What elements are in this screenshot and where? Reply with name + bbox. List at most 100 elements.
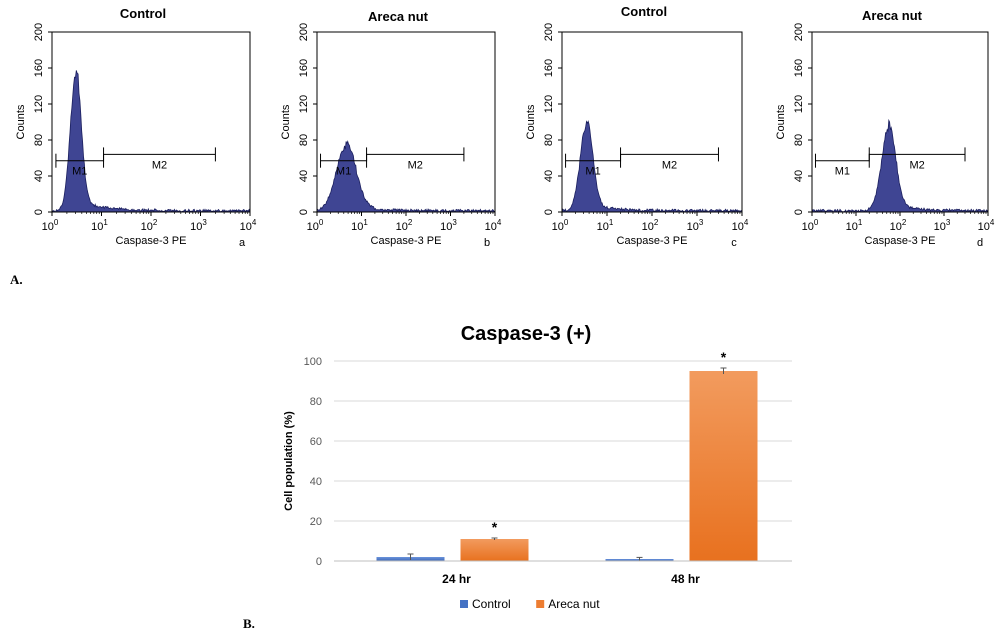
legend-swatch [536, 600, 545, 608]
legend-label: Control [472, 597, 511, 611]
gate-label: M1 [585, 166, 600, 178]
x-tick-label: 104 [978, 218, 995, 233]
legend-label: Areca nut [548, 597, 600, 611]
y-tick-label: 0 [33, 209, 45, 215]
y-tick-label: 160 [33, 59, 45, 77]
y-tick-label: 80 [793, 134, 805, 146]
y-axis-label: Counts [280, 104, 292, 139]
x-tick-label: 101 [597, 218, 614, 233]
gate-label: M2 [909, 159, 924, 171]
y-tick-label: 60 [310, 436, 322, 448]
y-axis-label: Counts [525, 104, 537, 139]
histogram-panel-d: Areca nut 0 40 80 120 160 200 Counts 100 101 102 10… [775, 8, 995, 249]
bar-areca-nut-24hr [460, 539, 529, 561]
histogram-fill [316, 140, 496, 213]
y-tick-label: 40 [543, 170, 555, 182]
gate-marker-m1: M1 [320, 153, 368, 178]
y-tick-label: 100 [304, 356, 322, 368]
x-tick-label: 104 [732, 218, 749, 233]
panel-letter: c [731, 237, 737, 249]
x-tick-label: 102 [890, 218, 907, 233]
gate-marker-m2: M2 [868, 147, 966, 171]
histogram-fill [561, 120, 743, 213]
y-tick-label: 200 [543, 23, 555, 41]
gate-label: M1 [835, 166, 850, 178]
gate-marker-m2: M2 [103, 147, 216, 171]
y-tick-label: 160 [543, 59, 555, 77]
gate-label: M2 [662, 159, 677, 171]
x-axis-label: Caspase-3 PE [865, 235, 936, 247]
gate-marker-m2: M2 [620, 147, 719, 171]
x-tick-label: 102 [642, 218, 659, 233]
y-tick-label: 160 [793, 59, 805, 77]
histogram-panel-c: Control 0 40 80 120 160 200 Counts 100 101 102 103 1… [525, 4, 749, 249]
bar-areca-nut-48hr [689, 371, 758, 561]
x-axis-label: Caspase-3 PE [116, 235, 187, 247]
histogram-panel-b: Areca nut 0 40 80 120 160 200 Counts 100 101 102 10… [280, 9, 502, 249]
gate-label: M2 [152, 159, 167, 171]
significance-marker: * [721, 349, 727, 365]
y-tick-label: 120 [793, 95, 805, 113]
y-axis-label: Counts [775, 104, 787, 139]
gate-label: M2 [408, 159, 423, 171]
x-tick-label: 100 [552, 218, 569, 233]
chart-title: Caspase-3 (+) [461, 323, 592, 345]
x-tick-label: 103 [934, 218, 951, 233]
histogram-title: Control [120, 6, 166, 21]
y-tick-label: 40 [310, 476, 322, 488]
x-tick-label: 104 [240, 218, 257, 233]
y-tick-label: 160 [298, 59, 310, 77]
y-tick-label: 80 [543, 134, 555, 146]
x-category-label: 24 hr [442, 572, 471, 586]
y-tick-label: 120 [33, 95, 45, 113]
y-tick-label: 120 [298, 95, 310, 113]
figure-label-b: B. [243, 616, 255, 631]
y-tick-label: 200 [33, 23, 45, 41]
y-tick-label: 0 [543, 209, 555, 215]
legend: Control Areca nut [460, 597, 600, 611]
y-tick-label: 80 [310, 396, 322, 408]
y-tick-label: 0 [316, 556, 322, 568]
y-tick-label: 200 [298, 23, 310, 41]
y-tick-label: 200 [793, 23, 805, 41]
y-tick-label: 0 [298, 209, 310, 215]
y-axis-label: Cell population (%) [283, 411, 295, 511]
x-tick-label: 102 [396, 218, 413, 233]
x-tick-label: 102 [141, 218, 158, 233]
x-axis-label: Caspase-3 PE [371, 235, 442, 247]
legend-swatch [460, 600, 468, 608]
x-axis-label: Caspase-3 PE [617, 235, 688, 247]
histogram-panel-a: Control 0 40 80 120 160 200 Counts 100 101 102 103 1… [15, 6, 257, 249]
x-tick-label: 100 [307, 218, 324, 233]
histogram-fill [811, 118, 989, 213]
y-axis-label: Counts [15, 104, 27, 139]
y-tick-label: 40 [793, 170, 805, 182]
y-tick-label: 20 [310, 516, 322, 528]
x-tick-label: 103 [440, 218, 457, 233]
y-tick-label: 120 [543, 95, 555, 113]
y-tick-label: 40 [298, 170, 310, 182]
x-tick-label: 101 [846, 218, 863, 233]
x-category-label: 48 hr [671, 572, 700, 586]
x-tick-label: 100 [42, 218, 59, 233]
panel-letter: d [977, 237, 983, 249]
histogram-fill [51, 70, 251, 213]
gate-label: M1 [72, 166, 87, 178]
gate-marker-m2: M2 [366, 147, 465, 171]
panel-letter: a [239, 237, 246, 249]
histogram-title: Areca nut [862, 8, 923, 23]
x-tick-label: 101 [351, 218, 368, 233]
y-tick-label: 80 [298, 134, 310, 146]
panel-letter: b [484, 237, 490, 249]
significance-marker: * [492, 519, 498, 535]
x-tick-label: 103 [190, 218, 207, 233]
figure-label-a: A. [10, 272, 23, 287]
y-tick-label: 80 [33, 134, 45, 146]
y-tick-label: 0 [793, 209, 805, 215]
histogram-panels: Control 0 40 80 120 160 200 Counts 100 101 102 103 1… [15, 4, 995, 249]
x-tick-label: 100 [802, 218, 819, 233]
histogram-title: Areca nut [368, 9, 429, 24]
x-tick-label: 103 [687, 218, 704, 233]
x-tick-label: 101 [91, 218, 108, 233]
bar-chart: Caspase-3 (+) 0 20 40 60 80 100 Cell population… [283, 323, 792, 611]
